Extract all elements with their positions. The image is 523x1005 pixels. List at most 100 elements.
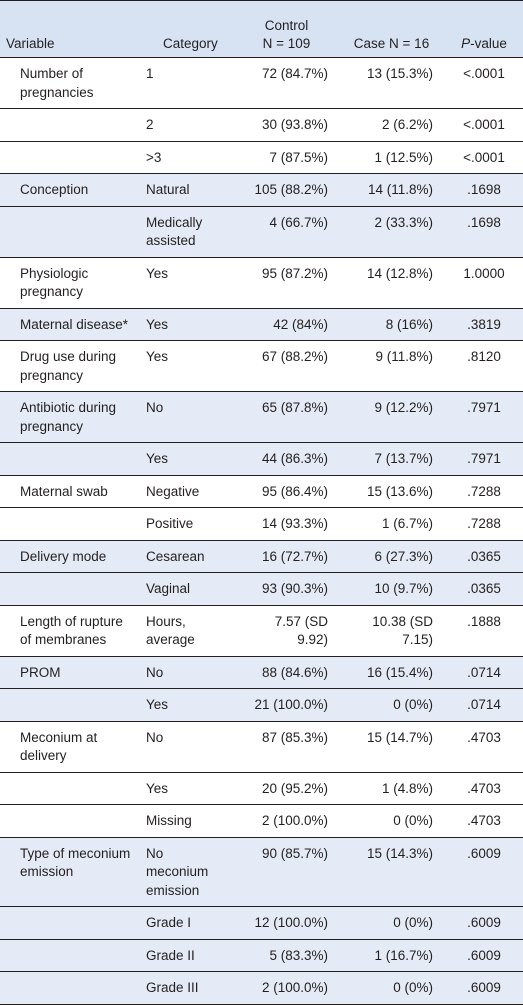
category-cell: 2 (138, 108, 235, 142)
control-cell: 95 (86.4%) (235, 475, 338, 508)
pvalue-cell: .0714 (445, 688, 523, 722)
category-cell: Grade II (138, 939, 235, 972)
category-cell: No meconium emission (138, 837, 235, 907)
table-row: Grade II 5 (83.3%) 1 (16.7%) .6009 (0, 939, 523, 972)
pvalue-cell: .4703 (445, 804, 523, 838)
case-cell: 16 (15.4%) (338, 656, 445, 689)
case-cell: 1 (6.7%) (338, 507, 445, 541)
pvalue-cell: .1698 (445, 206, 523, 258)
variable-cell (0, 108, 138, 142)
control-cell: 16 (72.7%) (235, 540, 338, 573)
variable-cell: Length of rupture of membranes (0, 605, 138, 657)
table-row: Yes 20 (95.2%) 1 (4.8%) .4703 (0, 772, 523, 805)
case-cell: 7 (13.7%) (338, 442, 445, 476)
pvalue-cell: .4703 (445, 721, 523, 773)
category-cell: Vaginal (138, 572, 235, 606)
pvalue-cell: .6009 (445, 939, 523, 972)
header-pvalue: P-value (445, 0, 523, 58)
variable-cell (0, 442, 138, 476)
case-cell: 14 (11.8%) (338, 173, 445, 207)
case-cell: 15 (13.6%) (338, 475, 445, 508)
table-header: Variable Category Control N = 109 Case N… (0, 0, 523, 58)
header-control-label: Control (264, 18, 309, 33)
case-cell: 1 (4.8%) (338, 772, 445, 805)
case-cell: 13 (15.3%) (338, 57, 445, 109)
variable-cell: Type of meconium emission (0, 837, 138, 907)
header-pvalue-p: P (461, 36, 471, 51)
control-cell: 2 (100.0%) (235, 971, 338, 1005)
category-cell: No (138, 391, 235, 443)
table-row: Missing 2 (100.0%) 0 (0%) .4703 (0, 804, 523, 838)
variable-cell (0, 906, 138, 940)
case-cell: 8 (16%) (338, 308, 445, 341)
variable-cell: Antibiotic during pregnancy (0, 391, 138, 443)
pvalue-cell: .3819 (445, 308, 523, 341)
table-row: Maternal disease* Yes 42 (84%) 8 (16%) .3819 (0, 308, 523, 341)
control-cell: 72 (84.7%) (235, 57, 338, 109)
category-cell: Medically assisted (138, 206, 235, 258)
category-cell: Yes (138, 688, 235, 722)
variable-cell (0, 688, 138, 722)
pvalue-cell: .8120 (445, 340, 523, 392)
control-cell: 105 (88.2%) (235, 173, 338, 207)
case-cell: 2 (6.2%) (338, 108, 445, 142)
variable-cell (0, 141, 138, 174)
case-cell: 1 (12.5%) (338, 141, 445, 174)
pvalue-cell: .7288 (445, 475, 523, 508)
table-row: Antibiotic during pregnancy No 65 (87.8%) 9… (0, 391, 523, 443)
category-cell: Yes (138, 257, 235, 309)
pvalue-cell: .6009 (445, 906, 523, 940)
case-cell: 6 (27.3%) (338, 540, 445, 573)
case-cell: 10 (9.7%) (338, 572, 445, 606)
header-variable: Variable (0, 0, 138, 58)
header-category: Category (138, 0, 235, 58)
variable-cell (0, 507, 138, 541)
case-cell: 0 (0%) (338, 804, 445, 838)
pvalue-cell: .0365 (445, 540, 523, 573)
variable-cell: PROM (0, 656, 138, 689)
pvalue-cell: .7971 (445, 442, 523, 476)
header-pvalue-rest: -value (470, 36, 507, 51)
pvalue-cell: .1888 (445, 605, 523, 657)
variable-cell (0, 572, 138, 606)
case-cell: 15 (14.3%) (338, 837, 445, 907)
category-cell: Cesarean (138, 540, 235, 573)
category-cell: Positive (138, 507, 235, 541)
control-cell: 5 (83.3%) (235, 939, 338, 972)
table-row: Conception Natural 105 (88.2%) 14 (11.8%) .1… (0, 173, 523, 207)
table-row: Yes 21 (100.0%) 0 (0%) .0714 (0, 688, 523, 722)
control-cell: 42 (84%) (235, 308, 338, 341)
header-row: Variable Category Control N = 109 Case N… (0, 0, 523, 58)
pvalue-cell: 1.0000 (445, 257, 523, 309)
table-row: Type of meconium emission No meconium emi… (0, 837, 523, 907)
pvalue-cell: .7288 (445, 507, 523, 541)
case-cell: 0 (0%) (338, 971, 445, 1005)
header-control: Control N = 109 (235, 0, 338, 58)
case-cell: 9 (11.8%) (338, 340, 445, 392)
case-cell: 10.38 (SD 7.15) (338, 605, 445, 657)
category-cell: Yes (138, 772, 235, 805)
control-cell: 87 (85.3%) (235, 721, 338, 773)
control-cell: 14 (93.3%) (235, 507, 338, 541)
pvalue-cell: .6009 (445, 971, 523, 1005)
category-cell: Natural (138, 173, 235, 207)
header-case: Case N = 16 (338, 0, 445, 58)
table-row: PROM No 88 (84.6%) 16 (15.4%) .0714 (0, 656, 523, 689)
table-row: Maternal swab Negative 95 (86.4%) 15 (13.6%… (0, 475, 523, 508)
control-cell: 7.57 (SD 9.92) (235, 605, 338, 657)
control-cell: 2 (100.0%) (235, 804, 338, 838)
table-body: Number of pregnancies 1 72 (84.7%) 13 (15.3… (0, 57, 523, 1005)
control-cell: 88 (84.6%) (235, 656, 338, 689)
table-row: Meconium at delivery No 87 (85.3%) 15 (14.7… (0, 721, 523, 773)
variable-cell: Meconium at delivery (0, 721, 138, 773)
variable-cell: Conception (0, 173, 138, 207)
pvalue-cell: .0714 (445, 656, 523, 689)
control-cell: 44 (86.3%) (235, 442, 338, 476)
variable-cell: Maternal disease* (0, 308, 138, 341)
control-cell: 4 (66.7%) (235, 206, 338, 258)
category-cell: No (138, 721, 235, 773)
category-cell: >3 (138, 141, 235, 174)
pvalue-cell: .4703 (445, 772, 523, 805)
category-cell: Yes (138, 442, 235, 476)
pvalue-cell: .6009 (445, 837, 523, 907)
